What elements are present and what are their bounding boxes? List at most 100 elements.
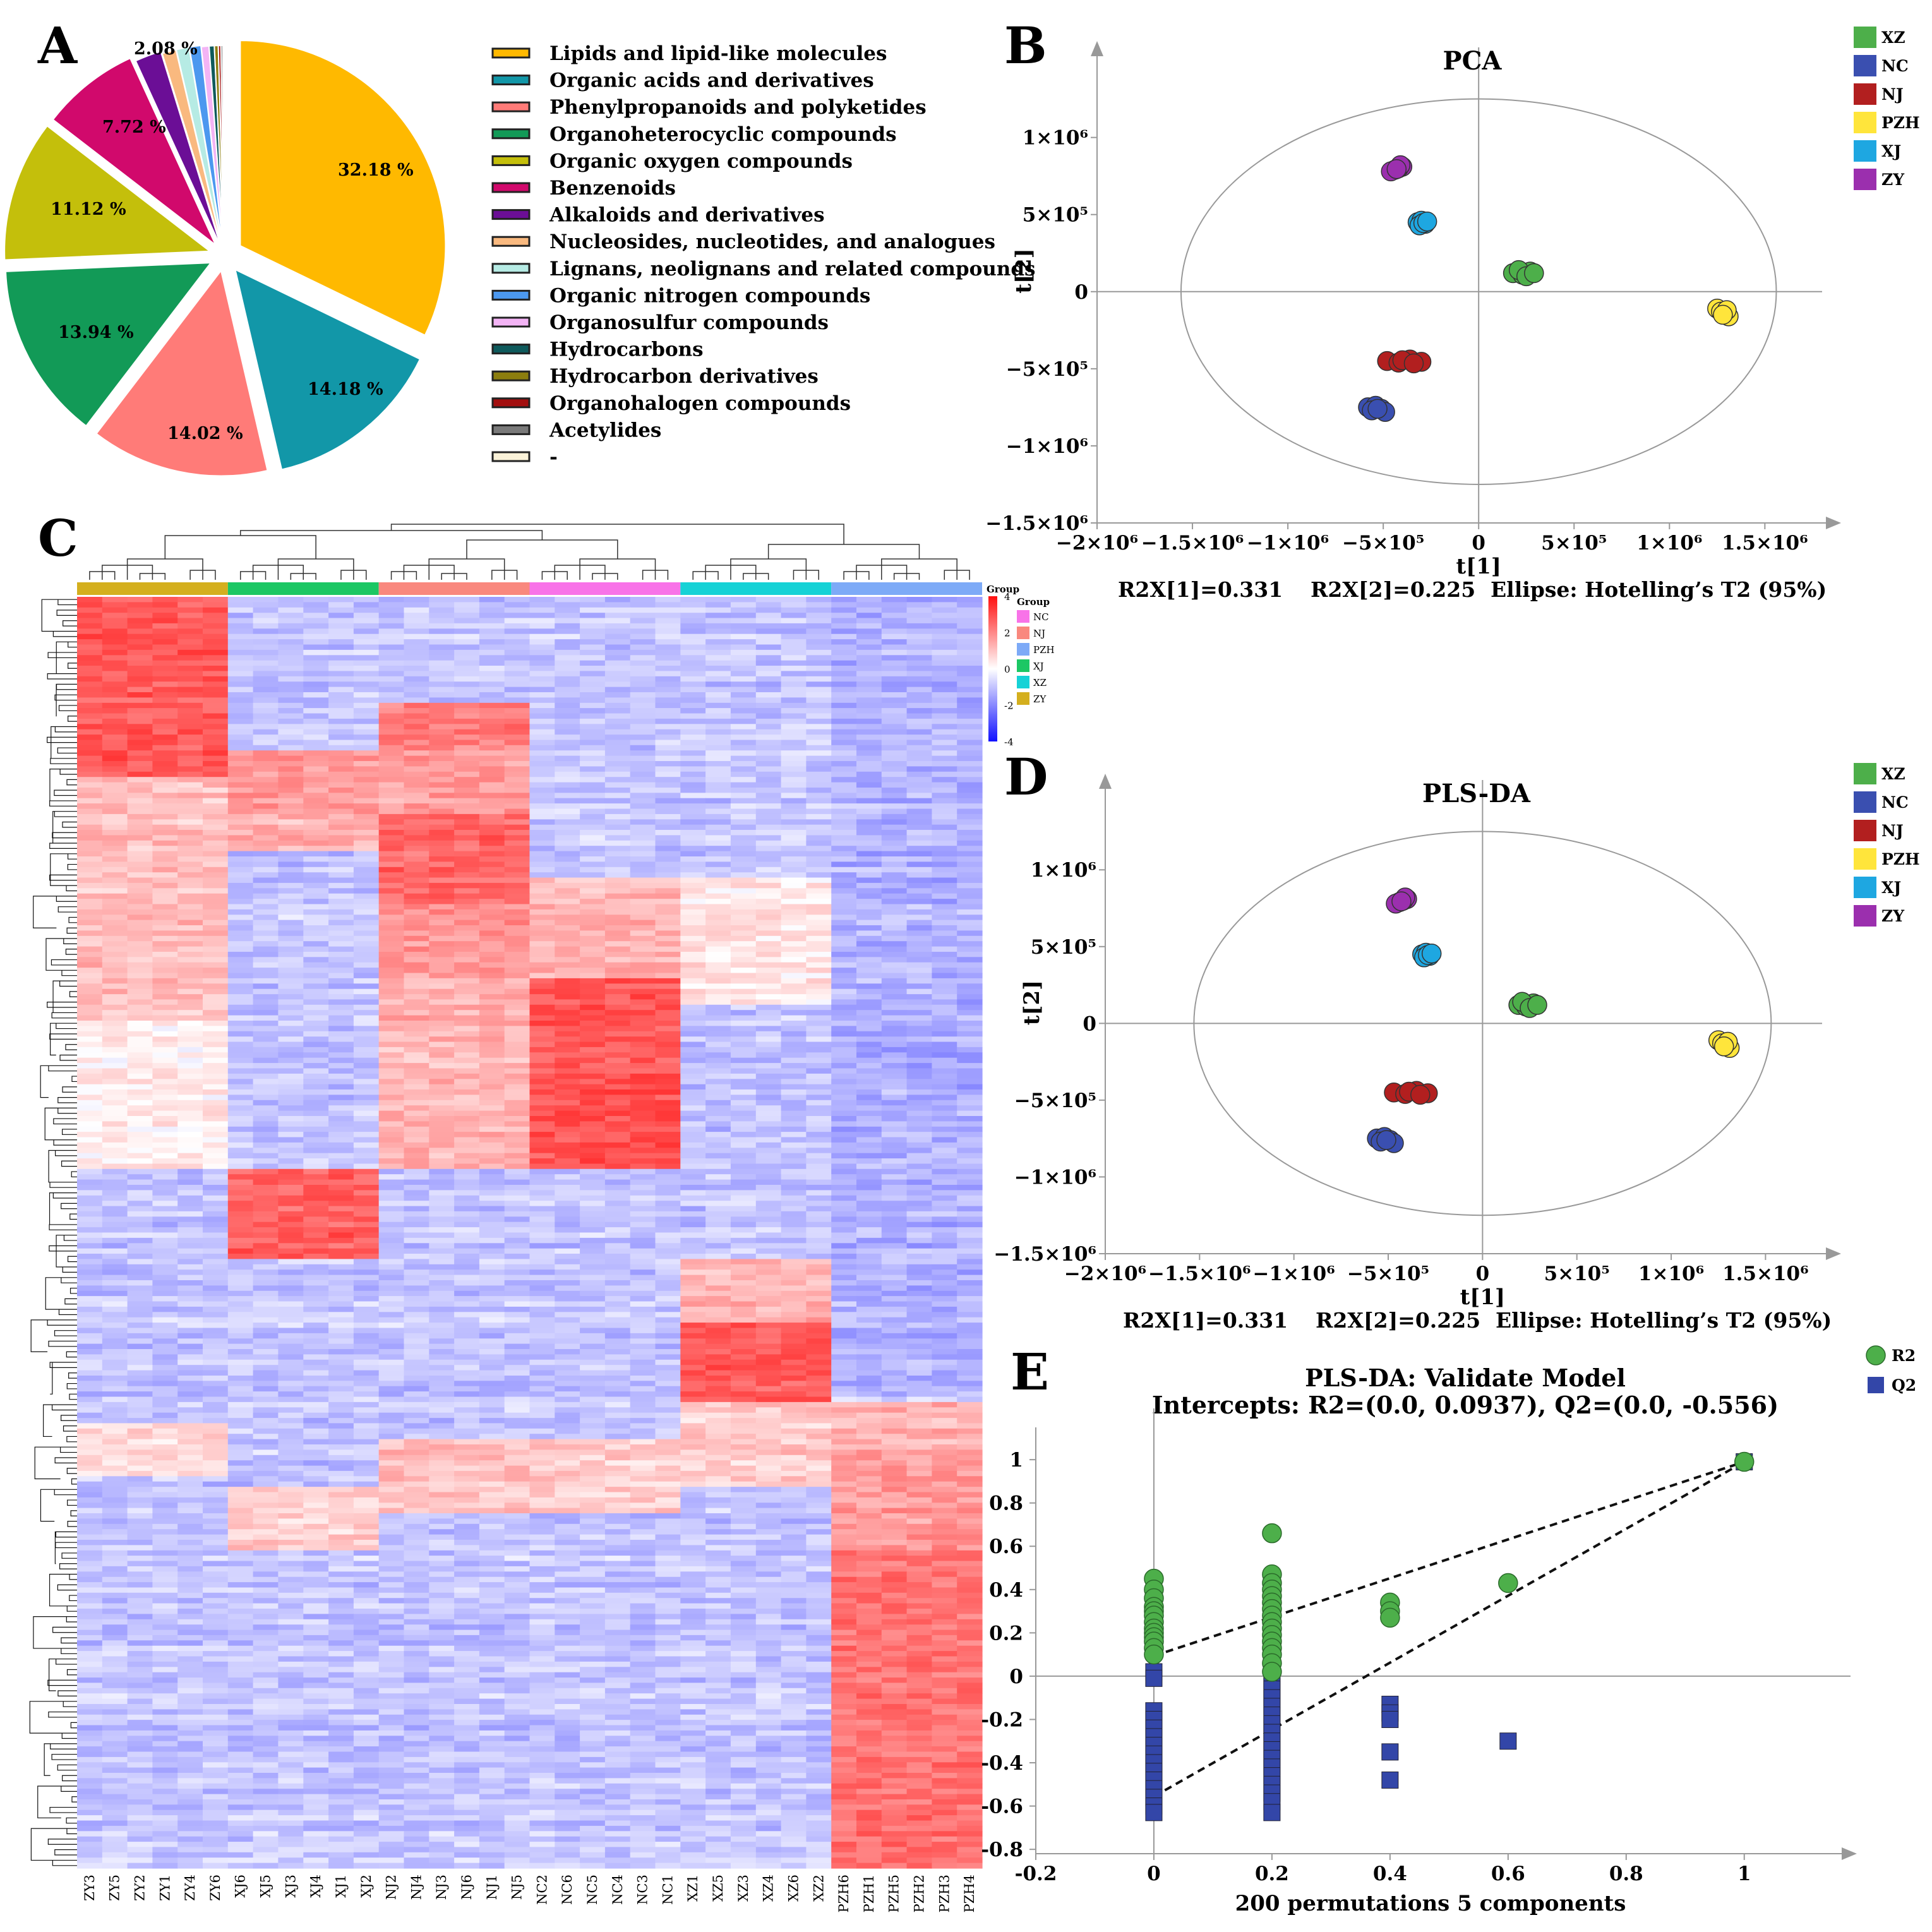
heatmap-cell <box>504 1211 531 1217</box>
heatmap-cell <box>303 1301 329 1307</box>
heatmap-cell <box>630 1168 656 1175</box>
heatmap-cell <box>378 962 405 968</box>
heatmap-cell <box>77 1280 103 1286</box>
heatmap-cell <box>102 877 128 884</box>
heatmap-cell <box>705 628 731 635</box>
heatmap-cell <box>504 1201 531 1207</box>
heatmap-cell <box>957 1195 983 1201</box>
heatmap-cell <box>177 893 203 899</box>
heatmap-cell <box>856 1153 882 1159</box>
heatmap-cell <box>378 882 405 889</box>
heatmap-cell <box>152 729 178 735</box>
heatmap-cell <box>806 1221 832 1228</box>
heatmap-cell <box>353 660 380 666</box>
heatmap-cell <box>203 793 229 799</box>
heatmap-cell <box>278 713 304 719</box>
heatmap-cell <box>479 925 505 931</box>
heatmap-cell <box>680 930 706 937</box>
heatmap-cell <box>831 697 857 704</box>
heatmap-cell <box>504 1216 531 1223</box>
heatmap-cell <box>404 946 429 952</box>
heatmap-cell <box>831 660 857 666</box>
heatmap-cell <box>303 1163 329 1170</box>
heatmap-cell <box>102 935 128 942</box>
heatmap-cell <box>429 1248 455 1254</box>
heatmap-cell <box>932 1052 957 1059</box>
heatmap-cell <box>127 718 153 724</box>
heatmap-cell <box>755 946 782 952</box>
heatmap-cell <box>781 1004 807 1011</box>
heatmap-cell <box>303 909 329 915</box>
heatmap-cell <box>152 1068 178 1074</box>
heatmap-cell <box>328 702 354 709</box>
heatmap-cell <box>806 999 832 1005</box>
heatmap-cell <box>378 602 405 608</box>
heatmap-cell <box>404 1174 429 1180</box>
heatmap-cell <box>303 755 329 762</box>
heatmap-cell <box>580 740 606 746</box>
heatmap-cell <box>278 660 304 666</box>
heatmap-cell <box>404 1254 429 1259</box>
heatmap-cell <box>580 755 606 762</box>
heatmap-cell <box>127 893 153 899</box>
heatmap-cell <box>655 666 681 671</box>
heatmap-cell <box>77 1132 103 1138</box>
heatmap-cell <box>680 782 706 788</box>
heatmap-cell <box>454 1221 480 1228</box>
heatmap-cell <box>555 803 580 810</box>
heatmap-cell <box>630 628 656 635</box>
heatmap-cell <box>604 1168 631 1175</box>
heatmap-cell <box>328 935 354 942</box>
heatmap-cell <box>881 697 908 704</box>
heatmap-cell <box>604 1275 631 1281</box>
heatmap-cell <box>806 893 832 899</box>
heatmap-cell <box>227 1237 254 1244</box>
heatmap-cell <box>831 978 857 984</box>
heatmap-cell <box>404 952 429 957</box>
heatmap-cell <box>203 1280 229 1286</box>
heatmap-cell <box>856 935 882 942</box>
heatmap-cell <box>152 1179 178 1185</box>
heatmap-cell <box>806 1168 832 1175</box>
heatmap-cell <box>957 957 983 963</box>
heatmap-cell <box>504 1280 531 1286</box>
heatmap-cell <box>303 882 329 889</box>
heatmap-cell <box>454 1168 480 1175</box>
heatmap-cell <box>454 1084 480 1090</box>
heatmap-cell <box>730 1100 757 1106</box>
heatmap-cell <box>353 1174 380 1180</box>
heatmap-cell <box>378 846 405 852</box>
heatmap-cell <box>127 819 153 825</box>
heatmap-cell <box>77 623 103 629</box>
heatmap-cell <box>529 644 555 651</box>
heatmap-cell <box>932 1216 957 1223</box>
column-dendrogram <box>89 524 970 580</box>
heatmap-cell <box>781 702 807 709</box>
heatmap-cell <box>227 1163 254 1170</box>
heatmap-cell <box>806 1185 832 1191</box>
heatmap-cell <box>630 952 656 957</box>
heatmap-cell <box>906 1100 932 1106</box>
heatmap-cell <box>580 994 606 1000</box>
heatmap-cell <box>730 771 757 777</box>
heatmap-cell <box>152 851 178 857</box>
heatmap-cell <box>856 1116 882 1122</box>
heatmap-cell <box>806 978 832 984</box>
heatmap-cell <box>504 798 531 804</box>
heatmap-cell <box>580 819 606 825</box>
heatmap-cell <box>655 755 681 762</box>
heatmap-cell <box>203 1248 229 1254</box>
heatmap-cell <box>630 999 656 1005</box>
heatmap-cell <box>580 1174 606 1180</box>
heatmap-cell <box>429 968 455 974</box>
heatmap-cell <box>730 1026 757 1032</box>
heatmap-cell <box>227 952 254 957</box>
heatmap-cell <box>127 1195 153 1201</box>
heatmap-cell <box>932 915 957 921</box>
pie-slice-organoheterocyclic-compounds <box>4 261 212 427</box>
heatmap-cell <box>856 872 882 879</box>
heatmap-cell <box>680 1195 706 1201</box>
heatmap-cell <box>454 618 480 624</box>
heatmap-cell <box>177 633 203 640</box>
heatmap-cell <box>378 813 405 820</box>
